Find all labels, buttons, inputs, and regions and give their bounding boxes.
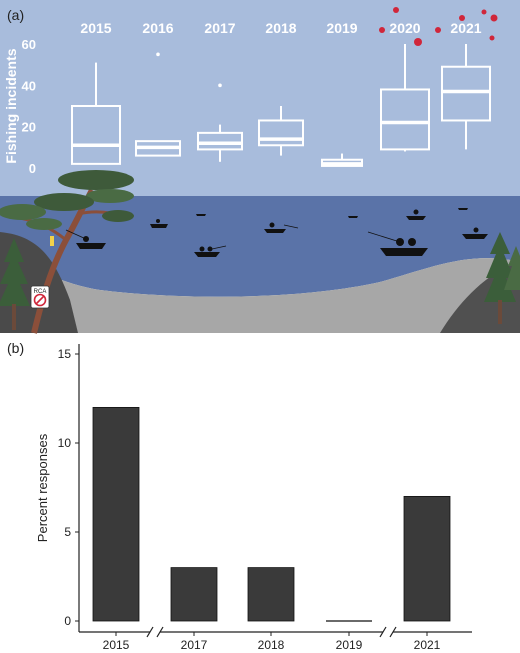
fishing-boat-icon (348, 216, 358, 218)
y-axis-label: Fishing incidents (3, 48, 19, 163)
y-tick-label: 60 (22, 37, 36, 52)
fishing-boat-icon (462, 227, 488, 239)
virus-icon (481, 9, 487, 15)
fishing-boat-icon (458, 208, 468, 210)
spruce-tree-right-icon (484, 232, 520, 324)
no-fishing-sign-icon: RCA (30, 285, 50, 309)
bar-chart: 0 5 10 15 Percent responses 2015 2017 2018 2019 2… (35, 344, 472, 652)
box-iqr (71, 105, 121, 165)
bar-2017 (170, 567, 218, 622)
box-iqr (197, 131, 243, 151)
outlier-point (218, 83, 222, 88)
y-tick-label: 0 (64, 614, 71, 628)
y-axis-label: Percent responses (35, 433, 50, 542)
fishing-boat-icon (264, 222, 286, 233)
bar-2018 (247, 567, 295, 622)
fishing-boat-icon (194, 246, 220, 257)
bar-2021 (403, 495, 451, 622)
x-tick-label: 2021 (414, 638, 441, 652)
panel-a-illustration: RCA (0, 0, 520, 334)
y-tick-label: 5 (64, 525, 71, 539)
box-2019 (321, 153, 363, 167)
lake-water (0, 196, 520, 297)
year-label: 2019 (326, 20, 357, 36)
y-tick-label: 10 (58, 436, 72, 450)
box-2020 (380, 44, 430, 152)
shoreline (0, 250, 520, 333)
axis-break-mark (146, 626, 154, 638)
axis-break-mark (379, 626, 387, 638)
y-tick-label: 40 (22, 78, 36, 93)
panel-b-label: (b) (7, 340, 24, 356)
year-label: 2020 (389, 20, 420, 36)
x-tick-label: 2018 (258, 638, 285, 652)
box-iqr (258, 119, 304, 147)
box-iqr (380, 88, 430, 151)
virus-icon (435, 27, 441, 33)
virus-icon (379, 27, 385, 33)
fishing-boat-icon (150, 219, 168, 228)
y-tick-label: 0 (29, 161, 36, 176)
x-tick-label: 2019 (336, 638, 363, 652)
y-tick-label: 15 (58, 347, 72, 361)
virus-icons (379, 7, 498, 46)
box-2017 (197, 83, 243, 162)
y-tick-label: 20 (22, 120, 36, 135)
spruce-tree-icon (0, 238, 30, 330)
x-tick-label: 2017 (181, 638, 208, 652)
box-2021 (441, 44, 491, 150)
buoy-marker-icon (50, 236, 54, 246)
box-iqr (441, 65, 491, 122)
year-label: 2021 (450, 20, 481, 36)
box-2016 (135, 52, 181, 157)
boats (76, 208, 488, 257)
year-label: 2016 (142, 20, 173, 36)
box-2015 (71, 62, 121, 165)
year-label: 2018 (265, 20, 296, 36)
fishing-boat-icon (196, 214, 206, 216)
virus-icon (490, 14, 498, 22)
virus-icon (459, 15, 465, 21)
panel-a-label: (a) (7, 7, 24, 23)
box-2018 (258, 106, 304, 156)
virus-icon (414, 38, 422, 46)
sign-text: RCA (34, 289, 47, 295)
virus-icon (489, 35, 495, 41)
virus-icon (393, 7, 399, 13)
fishing-lines (65, 224, 401, 250)
x-tick-label: 2015 (103, 638, 130, 652)
fishing-boat-icon (406, 209, 426, 220)
pine-tree-icon (0, 170, 134, 334)
outlier-point (156, 52, 160, 57)
bar-2015 (92, 406, 140, 622)
year-label: 2017 (204, 20, 235, 36)
year-label: 2015 (80, 20, 111, 36)
